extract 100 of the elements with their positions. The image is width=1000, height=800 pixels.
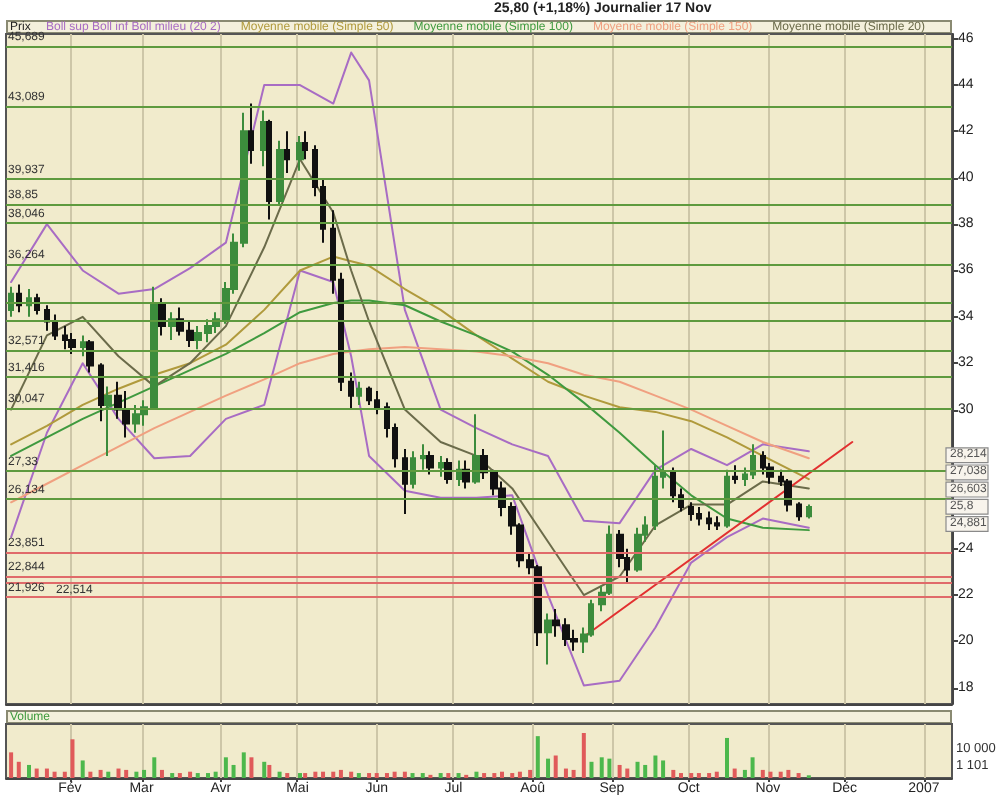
bar [249, 757, 254, 778]
candlestick [248, 102, 254, 165]
bar [653, 755, 658, 778]
bar [553, 755, 558, 778]
candlestick [16, 283, 22, 314]
bar [223, 757, 228, 778]
bar [760, 769, 765, 778]
candlestick [8, 285, 14, 318]
bar [392, 771, 397, 778]
candlestick [750, 443, 756, 481]
bar [786, 769, 791, 778]
bar [742, 769, 747, 778]
candlestick [62, 325, 68, 351]
bar [571, 769, 576, 778]
line-series [10, 269, 810, 687]
bar [262, 761, 267, 778]
candlestick [86, 339, 94, 374]
bar [88, 771, 93, 778]
bar [349, 771, 354, 778]
candlestick [356, 380, 362, 406]
bar [142, 769, 147, 778]
bar [563, 768, 568, 778]
candlestick [420, 443, 426, 471]
candlestick [688, 501, 694, 522]
bar [402, 771, 407, 778]
bar [589, 761, 594, 778]
bar [528, 769, 533, 778]
bar [159, 769, 164, 778]
bar [338, 769, 343, 778]
bar [546, 758, 551, 778]
candlestick [276, 139, 284, 207]
candlestick [68, 332, 76, 355]
bar [231, 764, 236, 778]
candlestick [132, 403, 140, 434]
bar [750, 757, 755, 778]
candlestick [472, 413, 480, 485]
bar [27, 764, 32, 778]
candlestick [544, 612, 552, 666]
line-series [10, 51, 810, 525]
bar [661, 760, 666, 778]
bar [44, 768, 49, 778]
candlestick [410, 450, 416, 490]
bar [535, 736, 540, 778]
bar [671, 769, 676, 778]
bar [581, 733, 586, 778]
bar [321, 771, 326, 778]
bar [70, 739, 75, 778]
line-series [10, 158, 810, 597]
candlestick [296, 135, 304, 172]
bar [500, 771, 505, 778]
bar [52, 771, 57, 778]
candlestick [724, 468, 730, 529]
candlestick [670, 466, 676, 504]
candlestick [438, 454, 444, 478]
bar [635, 761, 640, 778]
bar [625, 768, 630, 778]
bar [643, 764, 648, 778]
bar [241, 752, 246, 778]
candlestick [806, 503, 812, 520]
bar [617, 764, 622, 778]
bar [16, 761, 21, 778]
bar [34, 768, 39, 778]
candlestick [284, 130, 290, 175]
candlestick [374, 390, 380, 416]
bar [517, 771, 522, 778]
candlestick [402, 447, 408, 515]
candlestick [122, 390, 130, 439]
candlestick [366, 385, 372, 406]
candlestick [714, 515, 720, 532]
bar [331, 771, 336, 778]
bar [106, 771, 111, 778]
candlestick [52, 313, 58, 342]
bar [474, 771, 479, 778]
line-series [10, 345, 810, 504]
bar [714, 771, 719, 778]
candlestick [80, 334, 86, 358]
bar [725, 737, 730, 778]
line-series [10, 299, 810, 532]
candlestick [796, 501, 802, 522]
candlestick [426, 450, 434, 476]
bar [778, 771, 783, 778]
candlestick [696, 505, 702, 527]
bar [732, 768, 737, 778]
bar [80, 760, 85, 778]
bar [213, 771, 218, 778]
bar [277, 771, 282, 778]
bar [188, 771, 193, 778]
bar [599, 757, 604, 778]
candlestick [348, 371, 354, 411]
bar [116, 768, 121, 778]
bar [313, 771, 318, 778]
bar [134, 771, 139, 778]
candlestick [706, 510, 712, 532]
candlestick [98, 362, 104, 423]
bar [768, 771, 773, 778]
bar [9, 752, 14, 778]
bar [607, 758, 612, 778]
candlestick [302, 130, 308, 161]
candlestick [760, 450, 766, 476]
bar [267, 764, 272, 778]
